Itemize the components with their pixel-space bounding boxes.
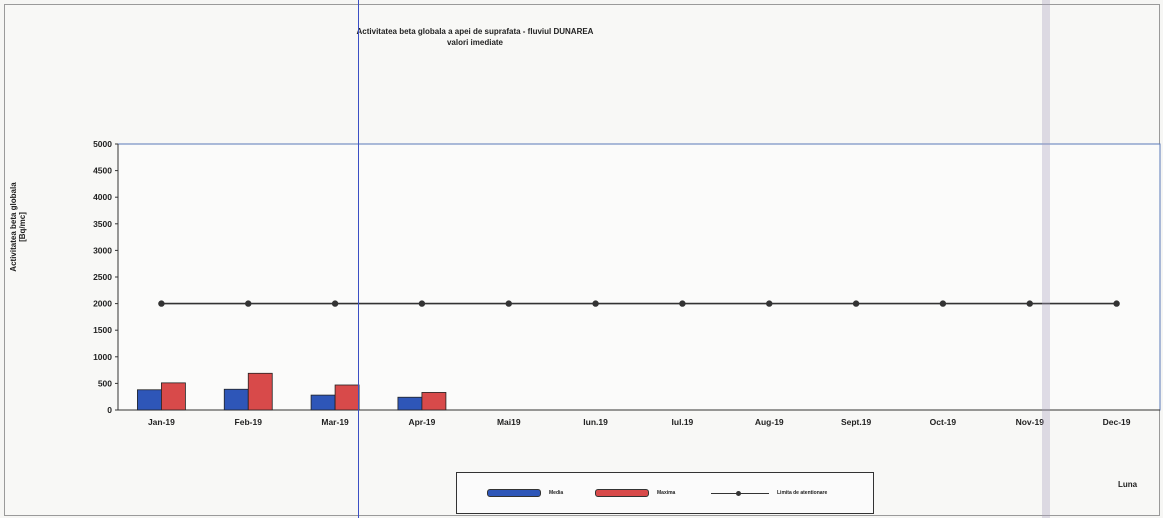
- x-tick-label: Feb-19: [235, 417, 263, 427]
- line-point-limita: [418, 300, 426, 307]
- legend-swatch-media: [487, 489, 541, 497]
- bar-media: [223, 388, 249, 411]
- x-tick-label: Sept.19: [841, 417, 872, 427]
- x-tick-label: Mai19: [497, 417, 521, 427]
- line-point-limita: [245, 300, 252, 307]
- line-point-limita: [1026, 300, 1033, 307]
- x-tick-label: Iul.19: [672, 417, 694, 427]
- chart-title-block: Activitatea beta globala a apei de supra…: [300, 26, 650, 48]
- y-tick-label: 1000: [93, 352, 112, 362]
- chart-subtitle: valori imediate: [446, 38, 504, 47]
- scan-artifact-line-blue: [358, 0, 359, 518]
- y-tick-label: 3000: [93, 245, 112, 255]
- x-tick-label: Apr-19: [408, 417, 435, 427]
- line-point-limita: [939, 300, 947, 307]
- legend-line-limita: [711, 490, 769, 496]
- line-point-limita: [505, 300, 512, 307]
- bar-maxima: [161, 382, 186, 411]
- line-point-limita: [331, 300, 339, 307]
- legend-label-maxima: Maxima: [657, 490, 676, 496]
- x-axis-label: Luna: [1118, 480, 1138, 489]
- line-point-limita: [679, 300, 686, 307]
- y-tick-label: 4500: [93, 166, 112, 176]
- bar-media: [310, 394, 336, 411]
- x-tick-label: Aug-19: [755, 417, 784, 427]
- bar-media: [137, 389, 162, 411]
- bar-maxima: [247, 372, 273, 411]
- legend-label-limita: Limita de atentionare: [777, 490, 828, 496]
- x-tick-label: Dec-19: [1103, 417, 1131, 427]
- x-tick-label: Iun.19: [583, 417, 608, 427]
- x-tick-label: Jan-19: [148, 417, 175, 427]
- bar-media: [397, 396, 423, 411]
- line-point-limita: [592, 300, 599, 307]
- x-tick-label: Oct-19: [930, 417, 957, 427]
- legend-label-media: Media: [549, 490, 564, 496]
- legend: Media Maxima Limita de atentionare: [456, 472, 874, 514]
- bar-maxima: [334, 384, 360, 411]
- y-tick-label: 3500: [93, 219, 112, 229]
- y-tick-label: 5000: [93, 139, 112, 149]
- y-tick-label: 4000: [93, 192, 112, 202]
- x-tick-label: Nov-19: [1016, 417, 1045, 427]
- line-point-limita: [158, 300, 165, 307]
- scan-artifact-band-gray: [1042, 0, 1050, 518]
- y-tick-label: 500: [98, 378, 112, 388]
- y-tick-label: 2500: [93, 272, 112, 282]
- plot-area: [117, 143, 1161, 411]
- line-point-limita: [852, 300, 860, 307]
- legend-swatch-maxima: [595, 489, 649, 497]
- y-tick-label: 0: [107, 405, 112, 415]
- legend-item-maxima: Maxima: [595, 488, 675, 498]
- line-point-limita: [1113, 300, 1120, 307]
- y-tick-label: 1500: [93, 325, 112, 335]
- x-tick-label: Mar-19: [321, 417, 349, 427]
- bar-maxima: [421, 392, 447, 411]
- legend-item-limita: Limita de atentionare: [711, 488, 827, 498]
- y-tick-label: 2000: [93, 299, 112, 309]
- chart-title: Activitatea beta globala a apei de supra…: [356, 27, 594, 36]
- line-point-limita: [766, 300, 773, 307]
- legend-item-media: Media: [487, 488, 563, 498]
